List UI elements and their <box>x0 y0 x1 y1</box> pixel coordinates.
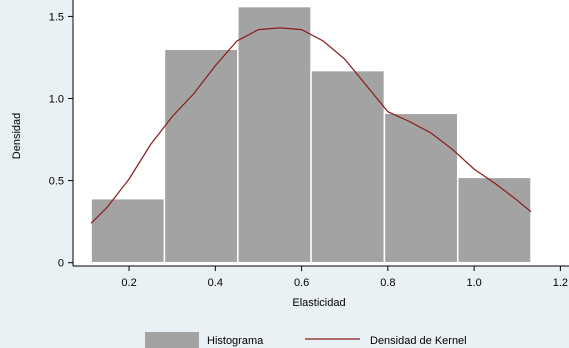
legend-histogram-swatch <box>145 332 199 348</box>
histogram-bar-6 <box>456 176 532 264</box>
y-axis-label: Densidad <box>11 113 23 159</box>
histogram-bars <box>90 5 532 264</box>
histogram-bar-4 <box>310 69 386 264</box>
histogram-bar-3 <box>237 5 312 264</box>
x-ticks: 0.2 0.4 0.6 0.8 1.0 1.2 <box>121 266 568 289</box>
x-tick-label: 0.2 <box>121 277 136 289</box>
y-ticks: 0 0.5 1.0 1.5 <box>49 11 73 270</box>
y-tick-label: 1.0 <box>49 94 64 106</box>
y-tick-label: 1.5 <box>49 11 64 23</box>
x-tick-label: 0.6 <box>294 277 309 289</box>
legend-kde-label: Densidad de Kernel <box>370 335 467 347</box>
x-tick-label: 1.2 <box>553 277 568 289</box>
x-axis-label: Elasticidad <box>292 297 345 309</box>
histogram-bar-5 <box>383 112 459 264</box>
x-tick-label: 0.8 <box>380 277 395 289</box>
histogram-bar-2 <box>163 48 239 264</box>
histogram-bar-1 <box>90 197 166 264</box>
legend-histogram-label: Histograma <box>207 335 264 347</box>
y-tick-label: 0.5 <box>49 176 64 188</box>
x-tick-label: 0.4 <box>208 277 223 289</box>
x-tick-label: 1.0 <box>466 277 481 289</box>
y-tick-label: 0 <box>58 258 64 270</box>
legend: Histograma Densidad de Kernel <box>145 332 467 348</box>
kde-line <box>90 27 532 224</box>
